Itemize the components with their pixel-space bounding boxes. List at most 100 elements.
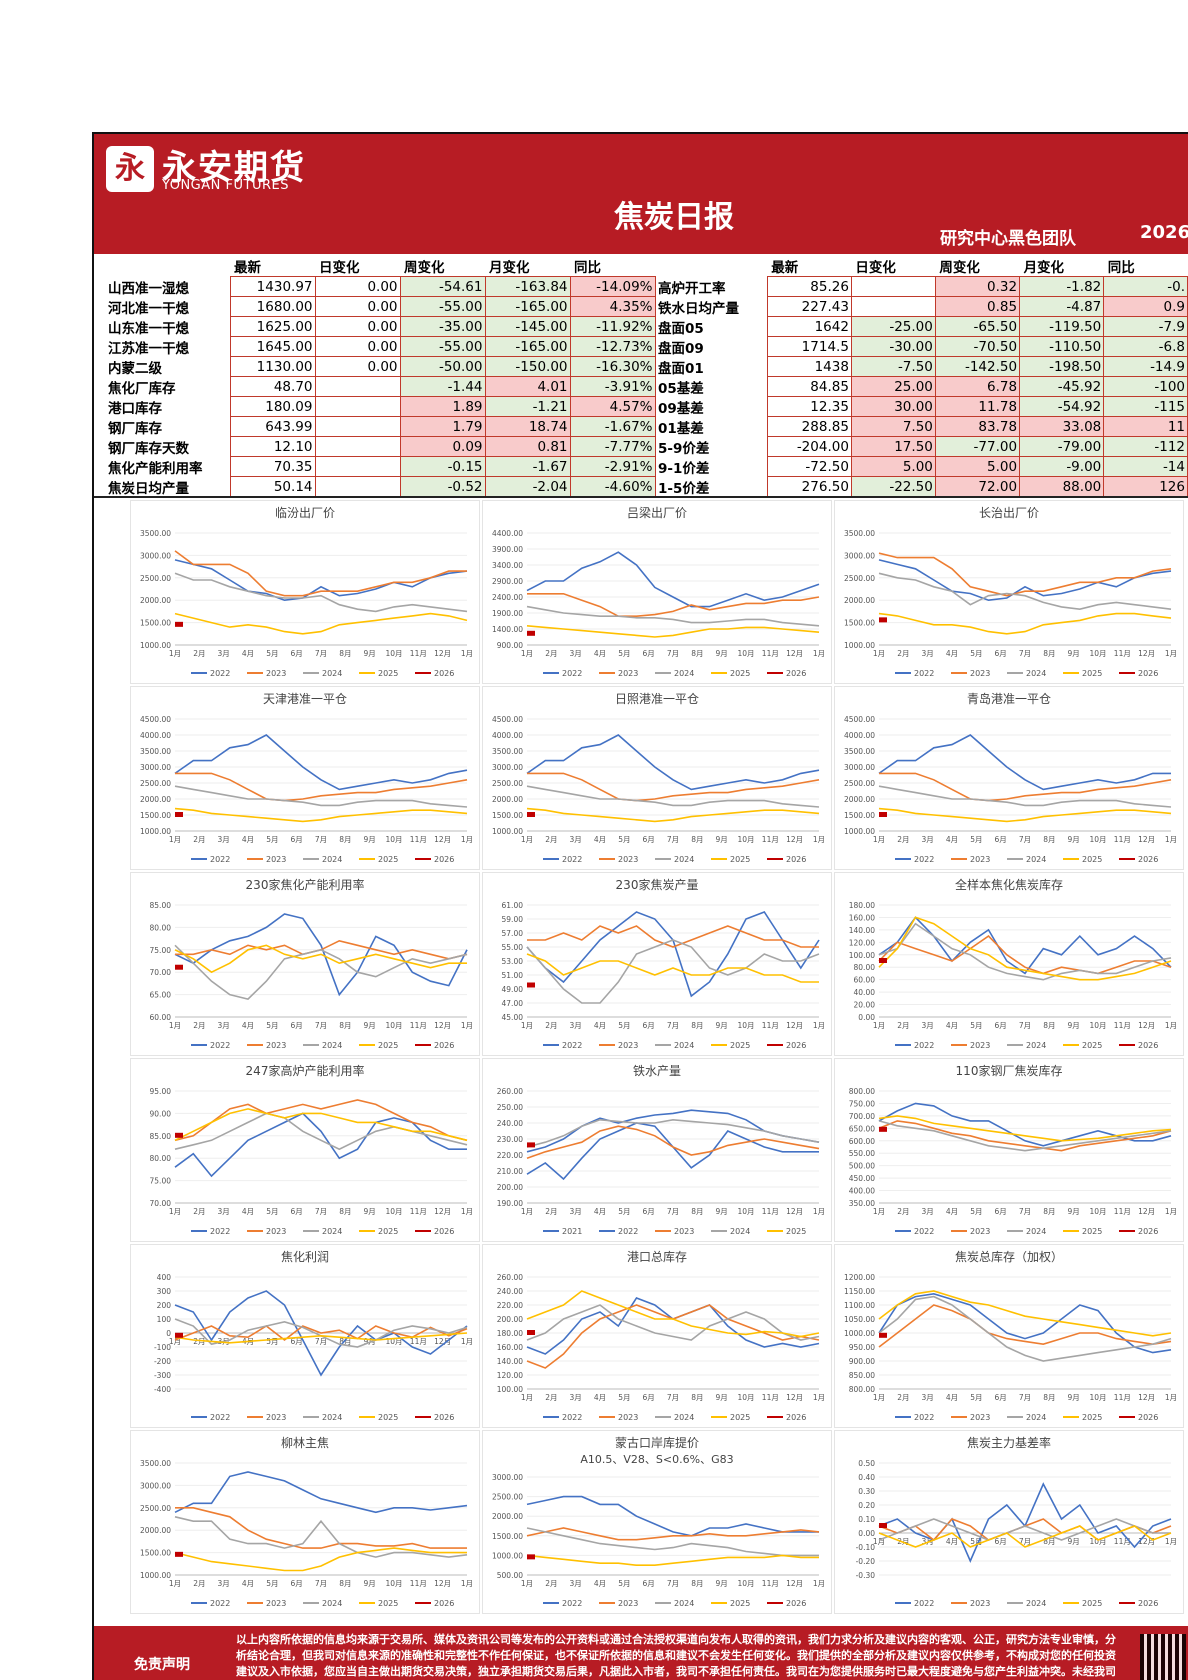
x-tick-label: 8月: [1043, 1021, 1055, 1030]
chart-svg: 焦炭主力基差率 0.50 0.40 0.30 0.20 0.10 0.00 -0.10 -0.2…: [856, 1435, 1178, 1608]
table-cell: 1642: [766, 316, 852, 337]
table-cell: 5.00: [850, 456, 936, 477]
chart-title: 焦炭总库存（加权）: [955, 1249, 1063, 1264]
y-tick-label: 0.00: [858, 1529, 875, 1538]
legend-label: 2026: [434, 669, 454, 678]
x-tick-label: 1月: [873, 649, 885, 658]
legend-label: 2026: [434, 1413, 454, 1422]
legend-label: 2024: [1026, 1413, 1046, 1422]
series-2026-point: [527, 1330, 535, 1335]
series-2026-point: [175, 1551, 183, 1557]
row-label: 焦炭日均产量: [108, 480, 189, 497]
table-cell: -198.50: [1019, 356, 1105, 377]
legend-label: 2022: [210, 1413, 230, 1422]
x-tick-label: 7月: [315, 1579, 327, 1588]
y-tick-label: 100.00: [849, 951, 875, 960]
y-tick-label: 4000.00: [492, 731, 523, 740]
x-tick-label: 11月: [762, 835, 779, 844]
x-tick-label: 1月: [521, 835, 533, 844]
x-tick-label: 6月: [995, 1537, 1007, 1546]
x-tick-label: 2月: [545, 835, 557, 844]
chart-title: 焦化利润: [281, 1250, 329, 1264]
row-label: 盘面01: [658, 360, 704, 377]
table-cell: -100: [1103, 376, 1188, 397]
x-tick-label: 10月: [1089, 1207, 1106, 1216]
legend-label: 2023: [266, 1413, 286, 1422]
x-tick-label: 4月: [946, 1021, 958, 1030]
table-cell: 0.81: [484, 436, 571, 457]
chart-title: 青岛港准一平仓: [967, 691, 1051, 706]
row-label: 高炉开工率: [658, 280, 726, 297]
x-tick-label: 5月: [266, 1579, 278, 1588]
legend-label: 2026: [434, 855, 454, 864]
y-tick-label: 1500.00: [140, 811, 171, 820]
x-tick-label: 9月: [1068, 835, 1080, 844]
series-line-2025: [174, 807, 468, 823]
y-tick-label: 400.00: [849, 1187, 875, 1196]
legend-label: 2022: [210, 1227, 230, 1236]
x-tick-label: 1月: [813, 1393, 825, 1402]
table-cell: [314, 436, 401, 457]
legend-label: 2025: [1082, 1413, 1102, 1422]
legend-label: 2022: [562, 855, 582, 864]
y-tick-label: 4500.00: [140, 715, 171, 724]
legend-label: 2025: [1082, 855, 1102, 864]
x-tick-label: 5月: [618, 835, 630, 844]
y-tick-label: 3000.00: [844, 551, 875, 560]
legend-label: 2023: [970, 669, 990, 678]
x-tick-label: 9月: [364, 649, 376, 658]
chart-svg: 长治出厂价 3500.00 3000.00 2500.00 2000.00 1500.00…: [844, 506, 1177, 678]
table-cell: -16.30%: [569, 356, 656, 377]
x-tick-label: 6月: [643, 649, 655, 658]
table-cell: -165.00: [484, 296, 571, 317]
y-tick-label: 51.00: [502, 971, 524, 980]
series-line-2022: [174, 734, 468, 791]
legend-label: 2026: [434, 1599, 454, 1608]
legend-label: 2026: [786, 1599, 806, 1608]
y-tick-label: 1500.00: [140, 1549, 171, 1558]
y-tick-label: 4500.00: [492, 715, 523, 724]
x-tick-label: 4月: [594, 1207, 606, 1216]
legend-label: 2026: [1138, 1413, 1158, 1422]
row-label: 焦化厂库存: [108, 380, 176, 397]
x-tick-label: 6月: [995, 1021, 1007, 1030]
x-tick-label: 7月: [315, 649, 327, 658]
table-cell: [314, 396, 401, 417]
table-cell: -54.61: [399, 276, 486, 297]
x-tick-label: 7月: [1019, 1537, 1031, 1546]
y-tick-label: 2500.00: [140, 574, 171, 583]
legend-label: 2022: [562, 1599, 582, 1608]
y-tick-label: 220.00: [497, 1301, 523, 1310]
series-line-2023: [527, 593, 820, 617]
legend-label: 2024: [674, 1413, 694, 1422]
x-tick-label: 3月: [570, 649, 582, 658]
legend-label: 2023: [266, 1599, 286, 1608]
legend-label: 2026: [1138, 1227, 1158, 1236]
x-tick-label: 8月: [1043, 1393, 1055, 1402]
x-tick-label: 1月: [873, 1537, 885, 1546]
y-tick-label: 60.00: [150, 1013, 172, 1022]
y-tick-label: 70.00: [150, 968, 172, 977]
table-cell: 180.09: [229, 396, 316, 417]
series-line-2024: [526, 1304, 820, 1341]
series-2026-point: [175, 964, 183, 970]
x-tick-label: 5月: [266, 649, 278, 658]
legend-label: 2026: [786, 1041, 806, 1050]
y-tick-label: 3500.00: [844, 529, 875, 538]
table-cell: -2.04: [484, 476, 571, 497]
x-tick-label: 2月: [545, 1207, 557, 1216]
legend-label: 2024: [674, 1041, 694, 1050]
x-tick-label: 4月: [594, 649, 606, 658]
y-tick-label: 1100.00: [844, 1301, 875, 1310]
table-cell: -22.50: [850, 476, 936, 497]
chart-svg: 230家焦化产能利用率 85.00 80.00 75.00 70.00 65.00 60.0…: [150, 877, 474, 1050]
x-tick-label: 11月: [1114, 649, 1131, 658]
legend-label: 2022: [914, 1413, 934, 1422]
chart-panel: 230家焦化产能利用率 85.00 80.00 75.00 70.00 65.00 60.0…: [130, 872, 480, 1056]
table-cell: -115: [1103, 396, 1188, 417]
y-tick-label: 57.00: [502, 929, 524, 938]
y-tick-label: 350.00: [849, 1199, 875, 1208]
x-tick-label: 1月: [873, 835, 885, 844]
x-tick-label: 3月: [922, 649, 934, 658]
x-tick-label: 1月: [169, 1207, 181, 1216]
